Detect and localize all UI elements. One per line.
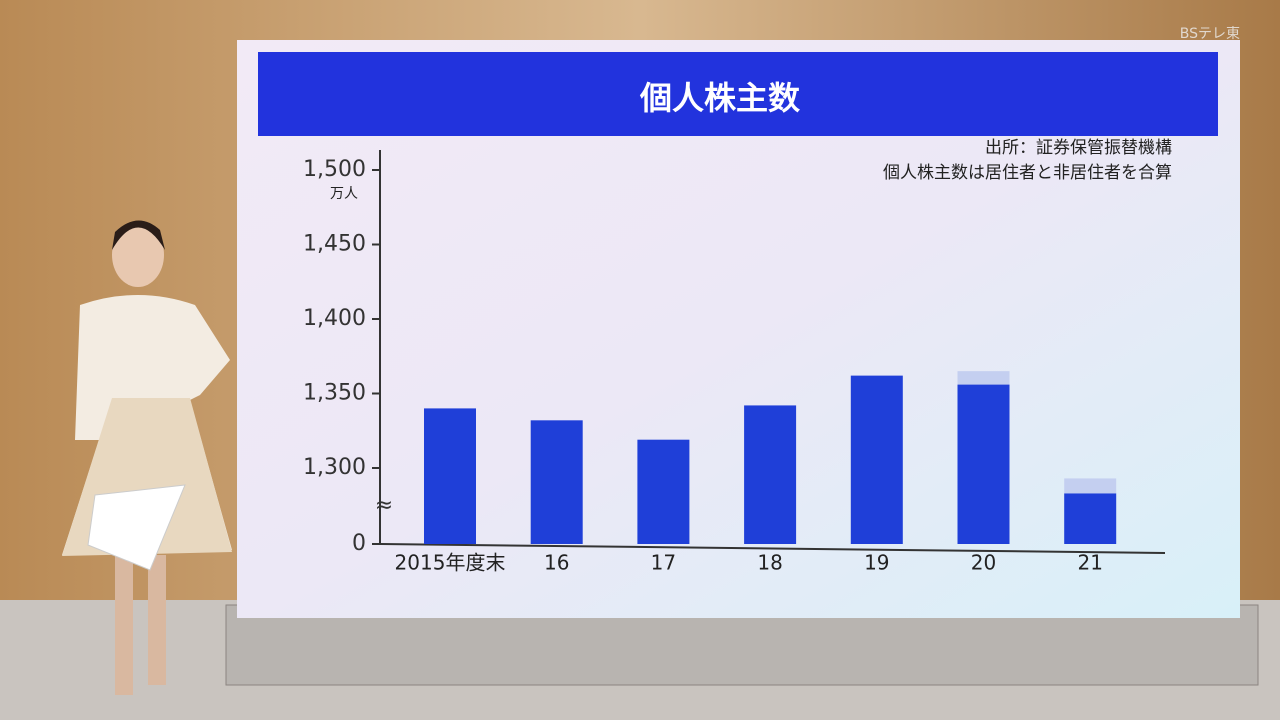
y-tick-label: 1,300 [303,455,366,480]
y-tick-label: 1,350 [303,381,366,406]
y-tick-label: 0 [352,531,366,556]
bar [424,408,476,544]
x-tick-label: 2015年度末 [395,551,506,575]
bar [744,405,797,544]
x-axis [379,543,1166,554]
presenter [62,220,232,695]
axis-break: ≈ [375,493,393,518]
chart-title: 個人株主数 [639,79,801,117]
bar [957,371,1010,385]
y-tick-label: 1,500 [303,157,366,182]
y-tick-label: 1,400 [303,306,366,331]
x-tick-label: 19 [864,551,889,575]
bar [1064,478,1117,494]
bar [637,439,690,544]
bar [530,420,583,544]
x-tick-label: 16 [544,551,569,575]
plot: 0 1,300 1,350 1,400 1,450 1,500 2015年度末 16 17 18 1… [303,157,1117,575]
title-bar [258,52,1218,136]
source-note: 出所：証券保管振替機構 [985,138,1172,158]
note: 個人株主数は居住者と非居住者を合算 [883,163,1172,183]
bar [957,384,1010,544]
y-unit: 万人 [330,186,358,202]
board-stand [225,604,1259,686]
x-tick-label: 18 [757,551,782,575]
bar [1064,493,1117,544]
bar [850,375,903,544]
x-tick-label: 21 [1077,551,1102,575]
x-tick-label: 17 [651,551,676,575]
x-tick-label: 20 [971,551,996,575]
watermark: BSテレ東 [1180,26,1240,42]
y-tick-label: 1,450 [303,232,366,257]
